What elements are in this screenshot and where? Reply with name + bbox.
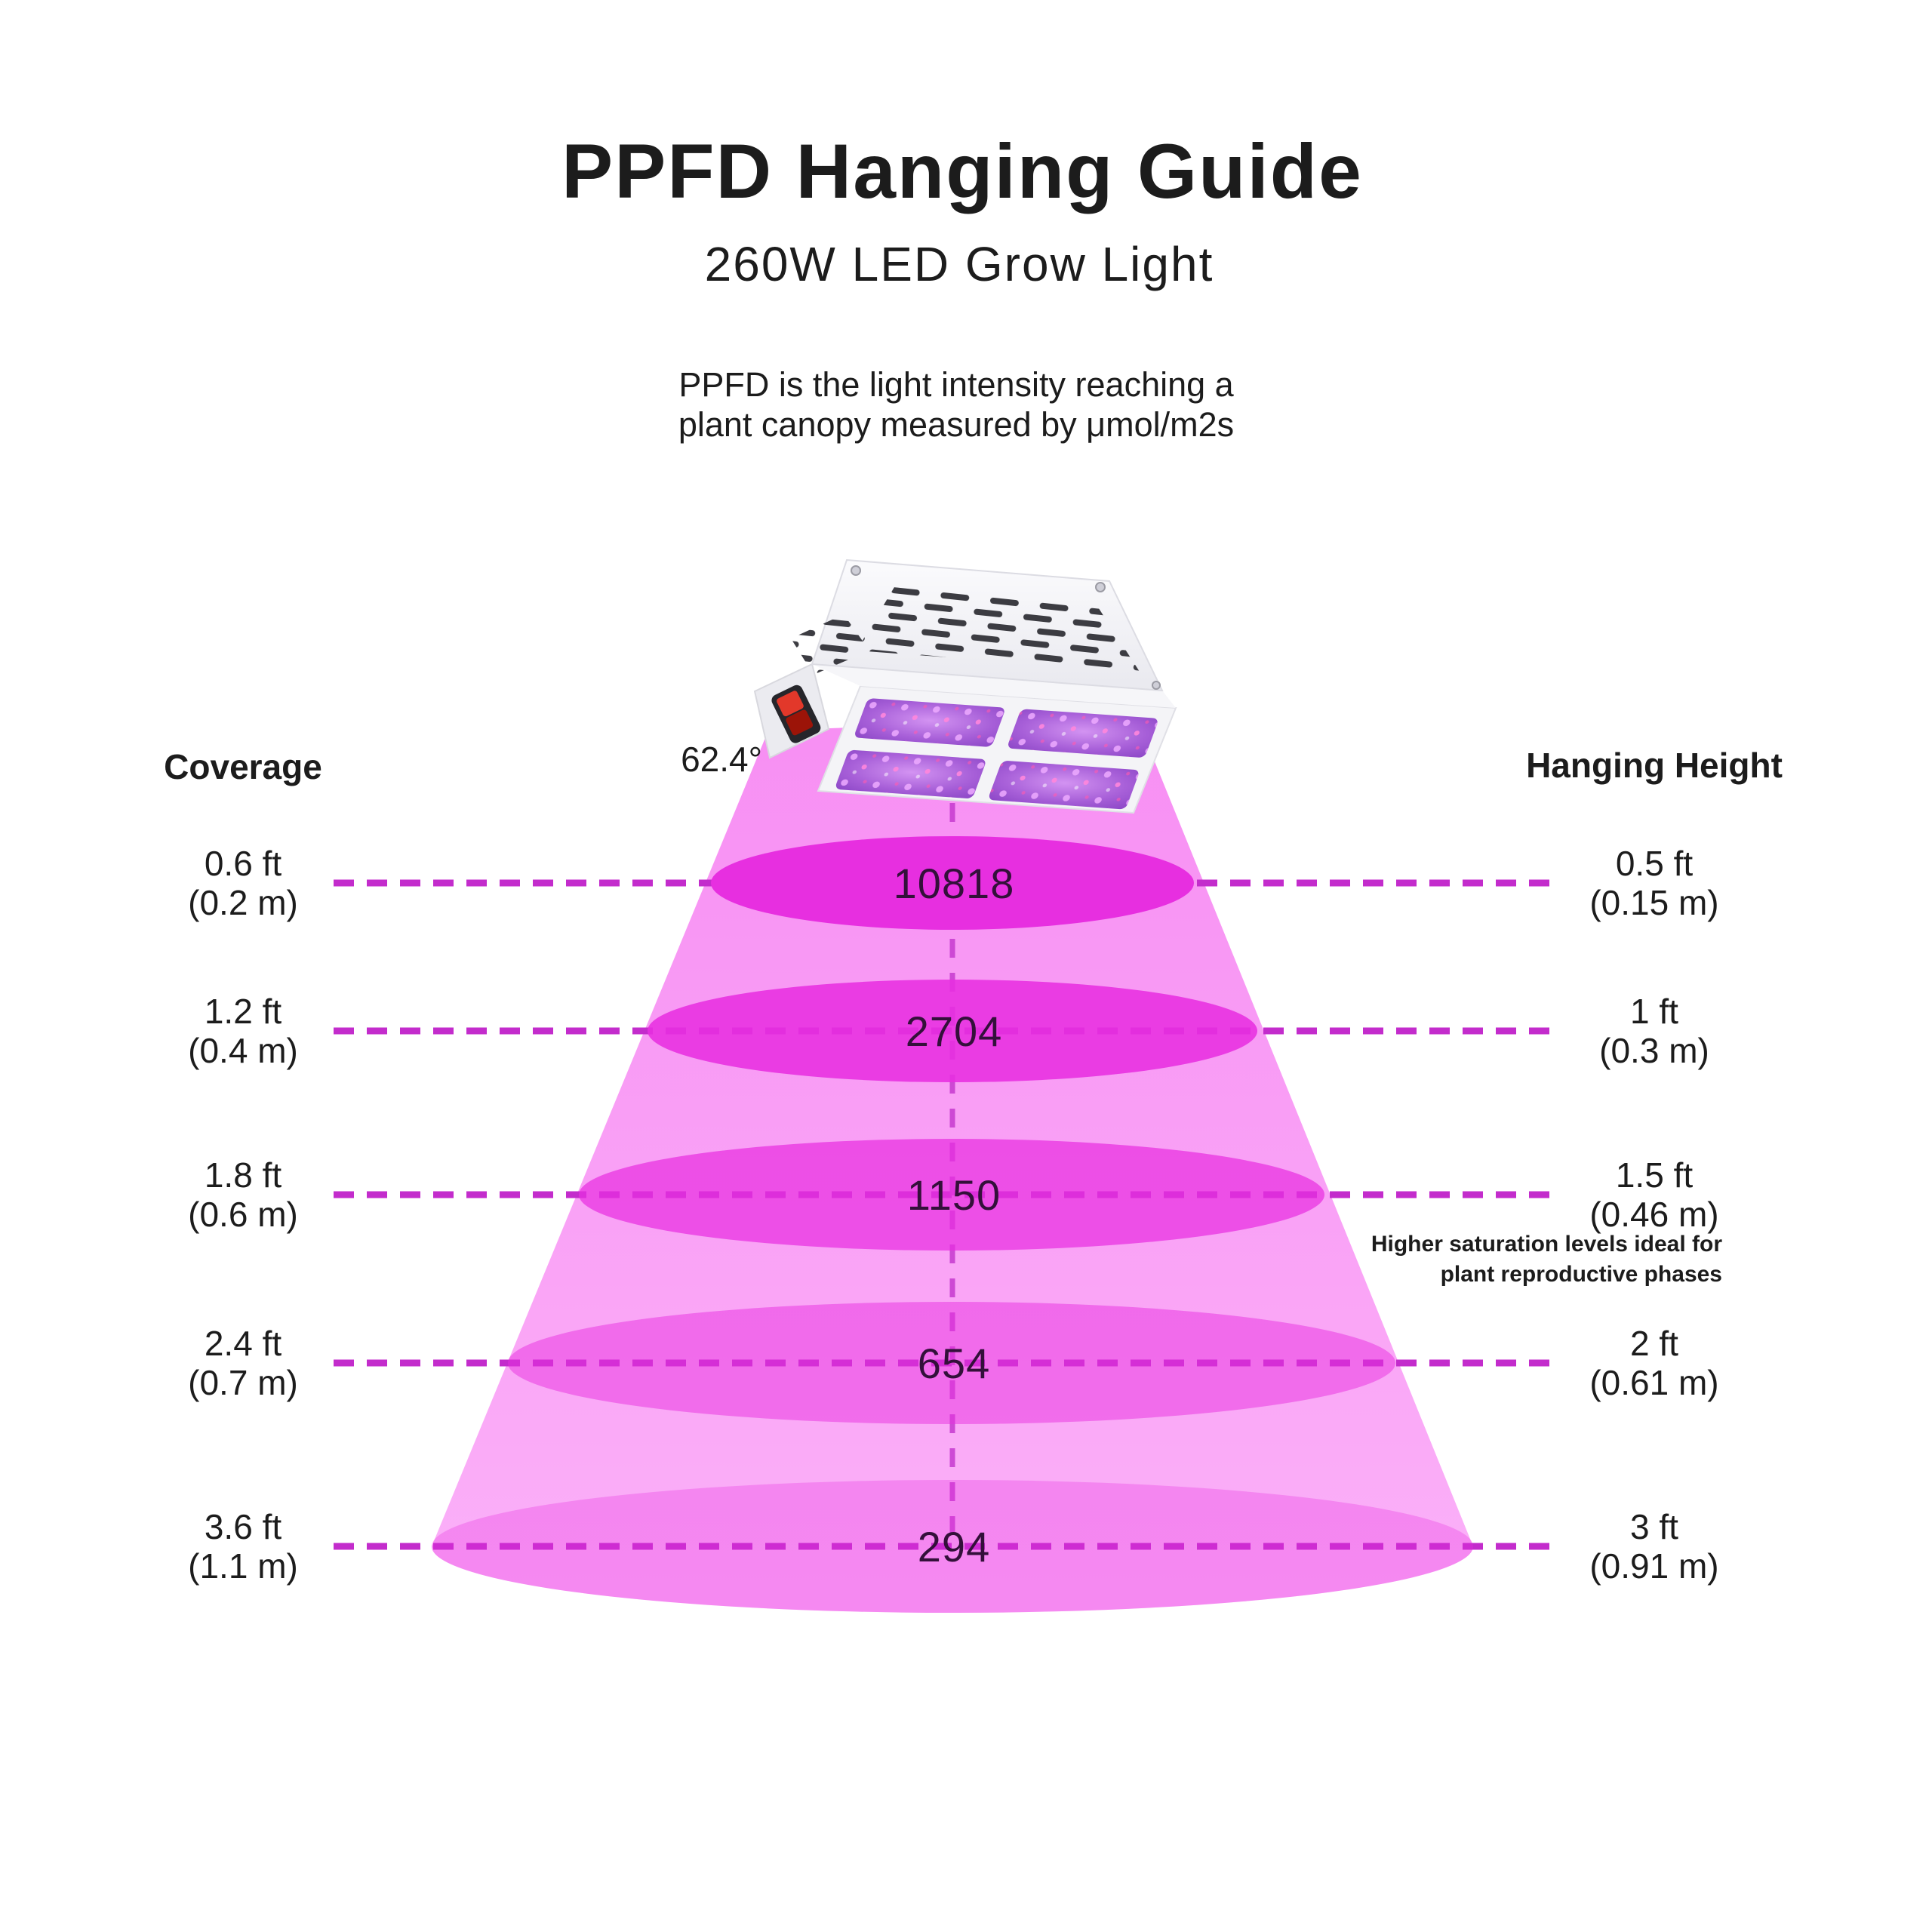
description-line-2: plant canopy measured by μmol/m2s bbox=[678, 405, 1234, 444]
coverage-ft-2: 1.2 ft bbox=[205, 992, 282, 1031]
coverage-m-1: (0.2 m) bbox=[188, 883, 298, 922]
fixture-vents-small bbox=[791, 614, 869, 675]
height-m-5: (0.91 m) bbox=[1589, 1546, 1718, 1586]
ppfd-value-3: 1150 bbox=[907, 1171, 1001, 1219]
ppfd-value-2: 2704 bbox=[906, 1008, 1003, 1055]
hanging-height-label-2: 1 ft (0.3 m) bbox=[1599, 992, 1709, 1070]
coverage-m-3: (0.6 m) bbox=[188, 1195, 298, 1234]
switch-rocker-bottom bbox=[786, 709, 814, 736]
fixture-bottom-rim bbox=[812, 664, 1176, 708]
ppfd-ellipse-4 bbox=[508, 1302, 1395, 1424]
coverage-header: Coverage bbox=[164, 747, 322, 786]
height-m-2: (0.3 m) bbox=[1599, 1031, 1709, 1070]
ppfd-ellipse-5 bbox=[432, 1480, 1473, 1613]
note-line-2: plant reproductive phases bbox=[1441, 1262, 1722, 1287]
grow-light-fixture bbox=[753, 558, 1177, 814]
page-title: PPFD Hanging Guide bbox=[561, 128, 1363, 214]
height-m-1: (0.15 m) bbox=[1589, 883, 1718, 922]
hanging-height-label-4: 2 ft (0.61 m) bbox=[1589, 1324, 1718, 1402]
coverage-m-5: (1.1 m) bbox=[188, 1546, 298, 1586]
beam-angle-label: 62.4° bbox=[681, 740, 762, 779]
coverage-ft-4: 2.4 ft bbox=[205, 1324, 282, 1363]
coverage-ft-3: 1.8 ft bbox=[205, 1155, 282, 1195]
ppfd-value-1: 10818 bbox=[894, 860, 1015, 907]
description-line-1: PPFD is the light intensity reaching a bbox=[678, 365, 1234, 404]
ppfd-ellipse-2 bbox=[648, 980, 1257, 1082]
screw-icon bbox=[1152, 681, 1161, 690]
hanging-height-label-3: 1.5 ft (0.46 m) bbox=[1589, 1155, 1718, 1234]
ppfd-ellipse-3 bbox=[579, 1139, 1324, 1251]
hanging-height-header: Hanging Height bbox=[1526, 746, 1783, 785]
ppfd-value-5: 294 bbox=[918, 1523, 990, 1571]
note-line-1: Higher saturation levels ideal for bbox=[1371, 1232, 1722, 1257]
coverage-m-4: (0.7 m) bbox=[188, 1363, 298, 1402]
power-switch-icon bbox=[771, 685, 821, 743]
coverage-ft-5: 3.6 ft bbox=[205, 1507, 282, 1546]
coverage-label-3: 1.8 ft (0.6 m) bbox=[188, 1155, 298, 1234]
screw-icon bbox=[851, 565, 861, 576]
page-subtitle: 260W LED Grow Light bbox=[705, 237, 1214, 291]
coverage-m-2: (0.4 m) bbox=[188, 1031, 298, 1070]
ppfd-ellipse-1 bbox=[711, 836, 1194, 930]
height-m-3: (0.46 m) bbox=[1589, 1195, 1718, 1234]
height-ft-2: 1 ft bbox=[1630, 992, 1678, 1031]
led-sparkle-overlay bbox=[989, 761, 1139, 810]
height-ft-4: 2 ft bbox=[1630, 1324, 1678, 1363]
fixture-vents bbox=[857, 587, 1140, 672]
height-m-4: (0.61 m) bbox=[1589, 1363, 1718, 1402]
coverage-label-5: 3.6 ft (1.1 m) bbox=[188, 1507, 298, 1586]
led-sparkle-overlay bbox=[855, 698, 1004, 747]
coverage-ft-1: 0.6 ft bbox=[205, 844, 282, 883]
switch-rocker-top bbox=[777, 691, 804, 717]
height-ft-3: 1.5 ft bbox=[1616, 1155, 1694, 1195]
led-sparkle-overlay bbox=[835, 749, 986, 798]
screw-icon bbox=[1095, 582, 1106, 592]
coverage-label-4: 2.4 ft (0.7 m) bbox=[188, 1324, 298, 1402]
hanging-height-label-5: 3 ft (0.91 m) bbox=[1589, 1507, 1718, 1586]
fixture-led-panels bbox=[835, 698, 1158, 810]
led-sparkle-overlay bbox=[1008, 709, 1158, 758]
height-ft-1: 0.5 ft bbox=[1616, 844, 1694, 883]
height-ft-5: 3 ft bbox=[1630, 1507, 1678, 1546]
hanging-height-label-1: 0.5 ft (0.15 m) bbox=[1589, 844, 1718, 922]
coverage-label-2: 1.2 ft (0.4 m) bbox=[188, 992, 298, 1070]
ppfd-value-4: 654 bbox=[918, 1340, 990, 1387]
coverage-label-1: 0.6 ft (0.2 m) bbox=[188, 844, 298, 922]
